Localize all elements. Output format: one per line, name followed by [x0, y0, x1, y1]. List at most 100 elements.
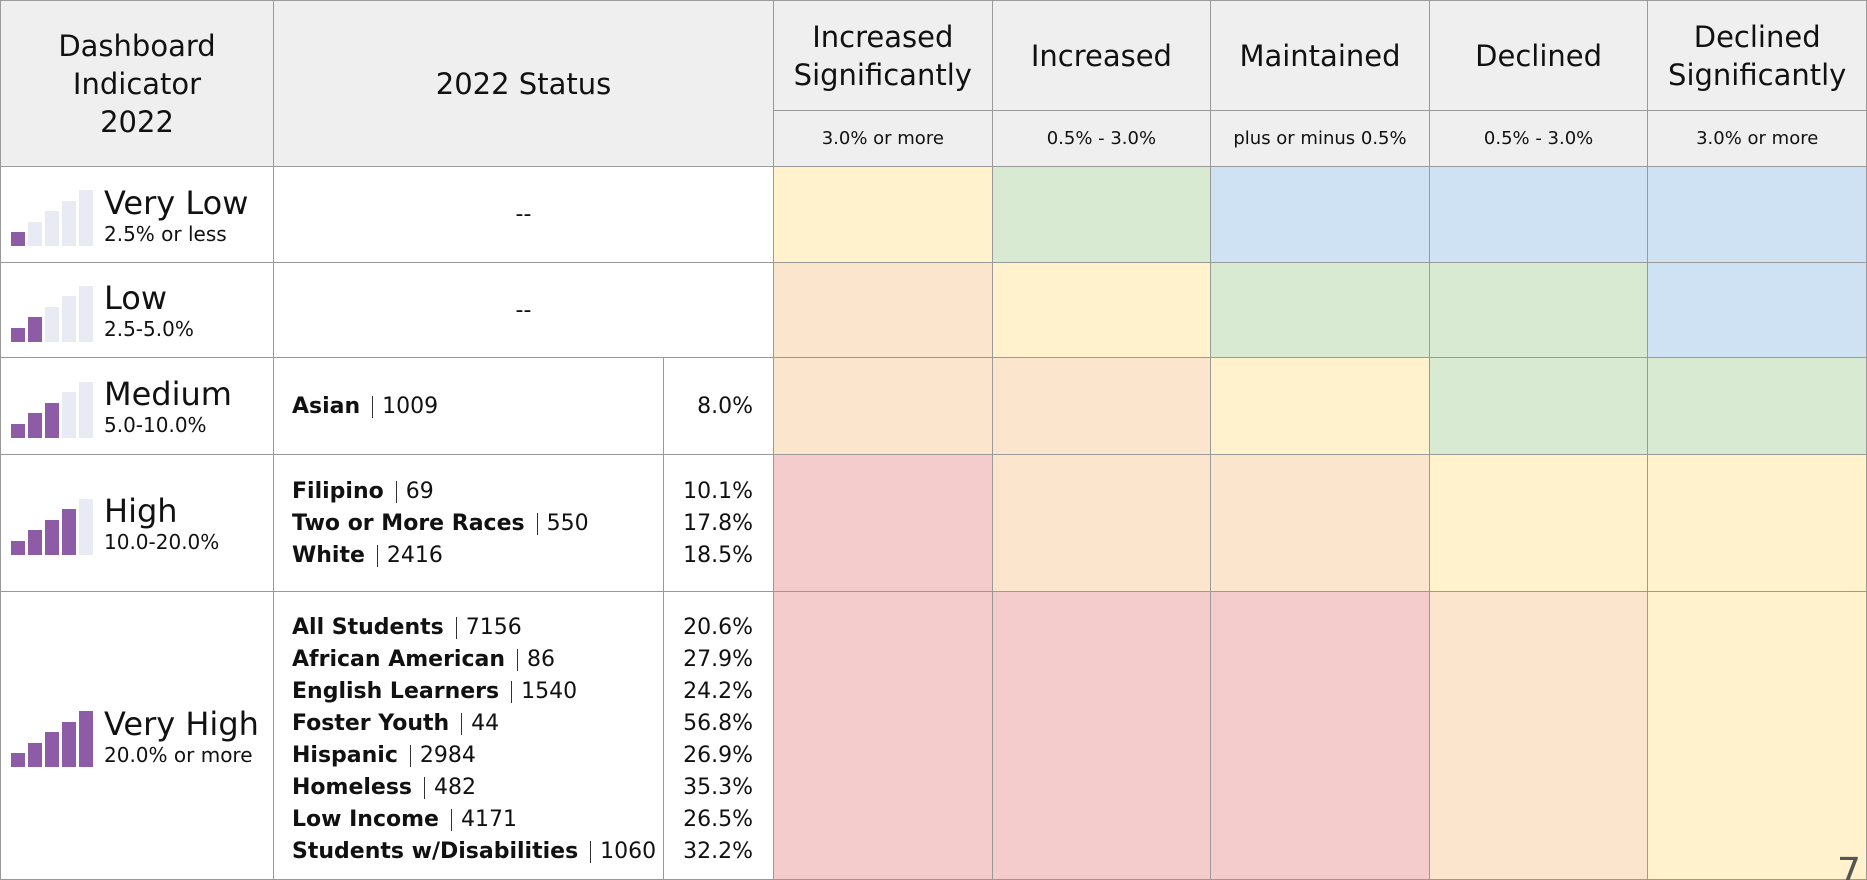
- signal-bar: [11, 423, 25, 438]
- group-line: English Learners 1540: [292, 676, 577, 708]
- group-line: African American 86: [292, 644, 555, 676]
- column-title: Increased: [992, 0, 1212, 111]
- separator: [372, 395, 374, 418]
- level-cell: Very Low 2.5% or less: [0, 167, 274, 263]
- signal-icon: [11, 282, 93, 342]
- group-line: Homeless 482: [292, 772, 476, 804]
- group-line: Low Income 4171: [292, 804, 517, 836]
- signal-bar: [45, 519, 59, 555]
- color-cell: [1211, 592, 1430, 880]
- group-line: Two or More Races 550: [292, 508, 589, 540]
- separator: [461, 713, 463, 735]
- signal-icon: [11, 495, 93, 555]
- group-name: White: [292, 542, 365, 568]
- group-count: 2416: [386, 542, 443, 568]
- group-name: All Students: [292, 615, 444, 640]
- group-name: Hispanic: [292, 743, 398, 768]
- status-cell: --: [274, 263, 774, 358]
- signal-bar: [11, 232, 25, 246]
- group-name: Filipino: [292, 478, 384, 504]
- group-name: Low Income: [292, 807, 439, 832]
- group-count: 86: [527, 647, 556, 672]
- signal-icon: [11, 186, 93, 246]
- level-name: Medium: [104, 375, 232, 413]
- color-cell: [1648, 358, 1867, 455]
- group-line: Foster Youth 44: [292, 708, 499, 740]
- level-name: Very High: [104, 704, 259, 743]
- group-line: White 2416: [292, 540, 443, 572]
- level-cell: High 10.0-20.0%: [0, 455, 274, 592]
- signal-bar: [11, 540, 25, 555]
- separator: [536, 512, 538, 535]
- group-rate: 35.3%: [683, 775, 753, 800]
- group-name: Homeless: [292, 775, 413, 800]
- status-cell: --: [274, 167, 774, 263]
- separator: [409, 745, 411, 767]
- group-rate: 26.9%: [683, 743, 753, 768]
- color-cell: [1648, 167, 1867, 263]
- group-count: 1060: [600, 839, 657, 864]
- signal-bar: [45, 402, 59, 438]
- color-cell: [1211, 263, 1430, 358]
- group-count: 44: [471, 711, 500, 736]
- color-cell: [774, 455, 993, 592]
- level-range: 5.0-10.0%: [104, 413, 207, 437]
- column-range: 0.5% - 3.0%: [1429, 111, 1649, 167]
- rates-cell: 10.1% 17.8% 18.5%: [664, 455, 774, 592]
- rates-cell: 20.6% 27.9% 24.2% 56.8% 26.9% 35.3% 26.5% 32.2%: [664, 592, 774, 880]
- groups-cell: Asian 1009: [274, 358, 664, 455]
- level-text: Very High 20.0% or more: [104, 705, 259, 767]
- level-name: Very Low: [104, 183, 249, 222]
- group-name: Two or More Races: [292, 510, 525, 536]
- level-text: Very Low 2.5% or less: [104, 184, 248, 246]
- level-name: High: [104, 492, 178, 530]
- color-cell: [992, 167, 1212, 263]
- group-name: Foster Youth: [292, 711, 450, 736]
- signal-bar: [62, 509, 76, 555]
- group-name: English Learners: [292, 679, 500, 704]
- color-cell: [1429, 358, 1649, 455]
- group-rate: 24.2%: [683, 679, 753, 704]
- column-title: Maintained: [1211, 0, 1430, 111]
- group-line: Hispanic 2984: [292, 740, 476, 772]
- group-line: Asian 1009: [292, 391, 438, 423]
- column-range: plus or minus 0.5%: [1211, 111, 1430, 167]
- group-rate: 17.8%: [683, 510, 753, 536]
- group-count: 4171: [460, 807, 517, 832]
- level-range: 20.0% or more: [104, 742, 253, 767]
- level-cell: Low 2.5-5.0%: [0, 263, 274, 358]
- group-rate: 10.1%: [683, 478, 753, 504]
- group-rate: 20.6%: [683, 615, 753, 640]
- signal-bar: [62, 200, 76, 246]
- group-count: 1009: [382, 393, 439, 419]
- column-title: Declined: [1429, 0, 1649, 111]
- level-text: Low 2.5-5.0%: [104, 279, 194, 341]
- color-cell: [1211, 455, 1430, 592]
- group-count: 1540: [521, 679, 578, 704]
- group-rate: 18.5%: [683, 542, 753, 568]
- group-rate: 32.2%: [683, 839, 753, 864]
- color-cell: [992, 592, 1212, 880]
- signal-bar: [28, 742, 42, 767]
- level-cell: Very High 20.0% or more: [0, 592, 274, 880]
- group-rate: 56.8%: [683, 711, 753, 736]
- group-line: Filipino 69: [292, 476, 434, 508]
- signal-bar: [28, 317, 42, 342]
- signal-icon: [11, 378, 93, 438]
- separator: [424, 777, 426, 799]
- page-number: 7: [1836, 850, 1861, 880]
- status-header: 2022 Status: [274, 0, 774, 167]
- signal-bar: [62, 392, 76, 438]
- color-cell: [992, 358, 1212, 455]
- separator: [590, 841, 592, 863]
- group-rate: 8.0%: [697, 393, 753, 419]
- signal-bar: [79, 285, 93, 342]
- separator: [455, 617, 457, 639]
- color-cell: [1648, 263, 1867, 358]
- column-range: 0.5% - 3.0%: [992, 111, 1212, 167]
- group-name: Asian: [292, 393, 361, 419]
- group-line: All Students 7156: [292, 612, 522, 644]
- indicator-header: Dashboard Indicator 2022: [0, 0, 274, 167]
- level-range: 10.0-20.0%: [104, 530, 220, 554]
